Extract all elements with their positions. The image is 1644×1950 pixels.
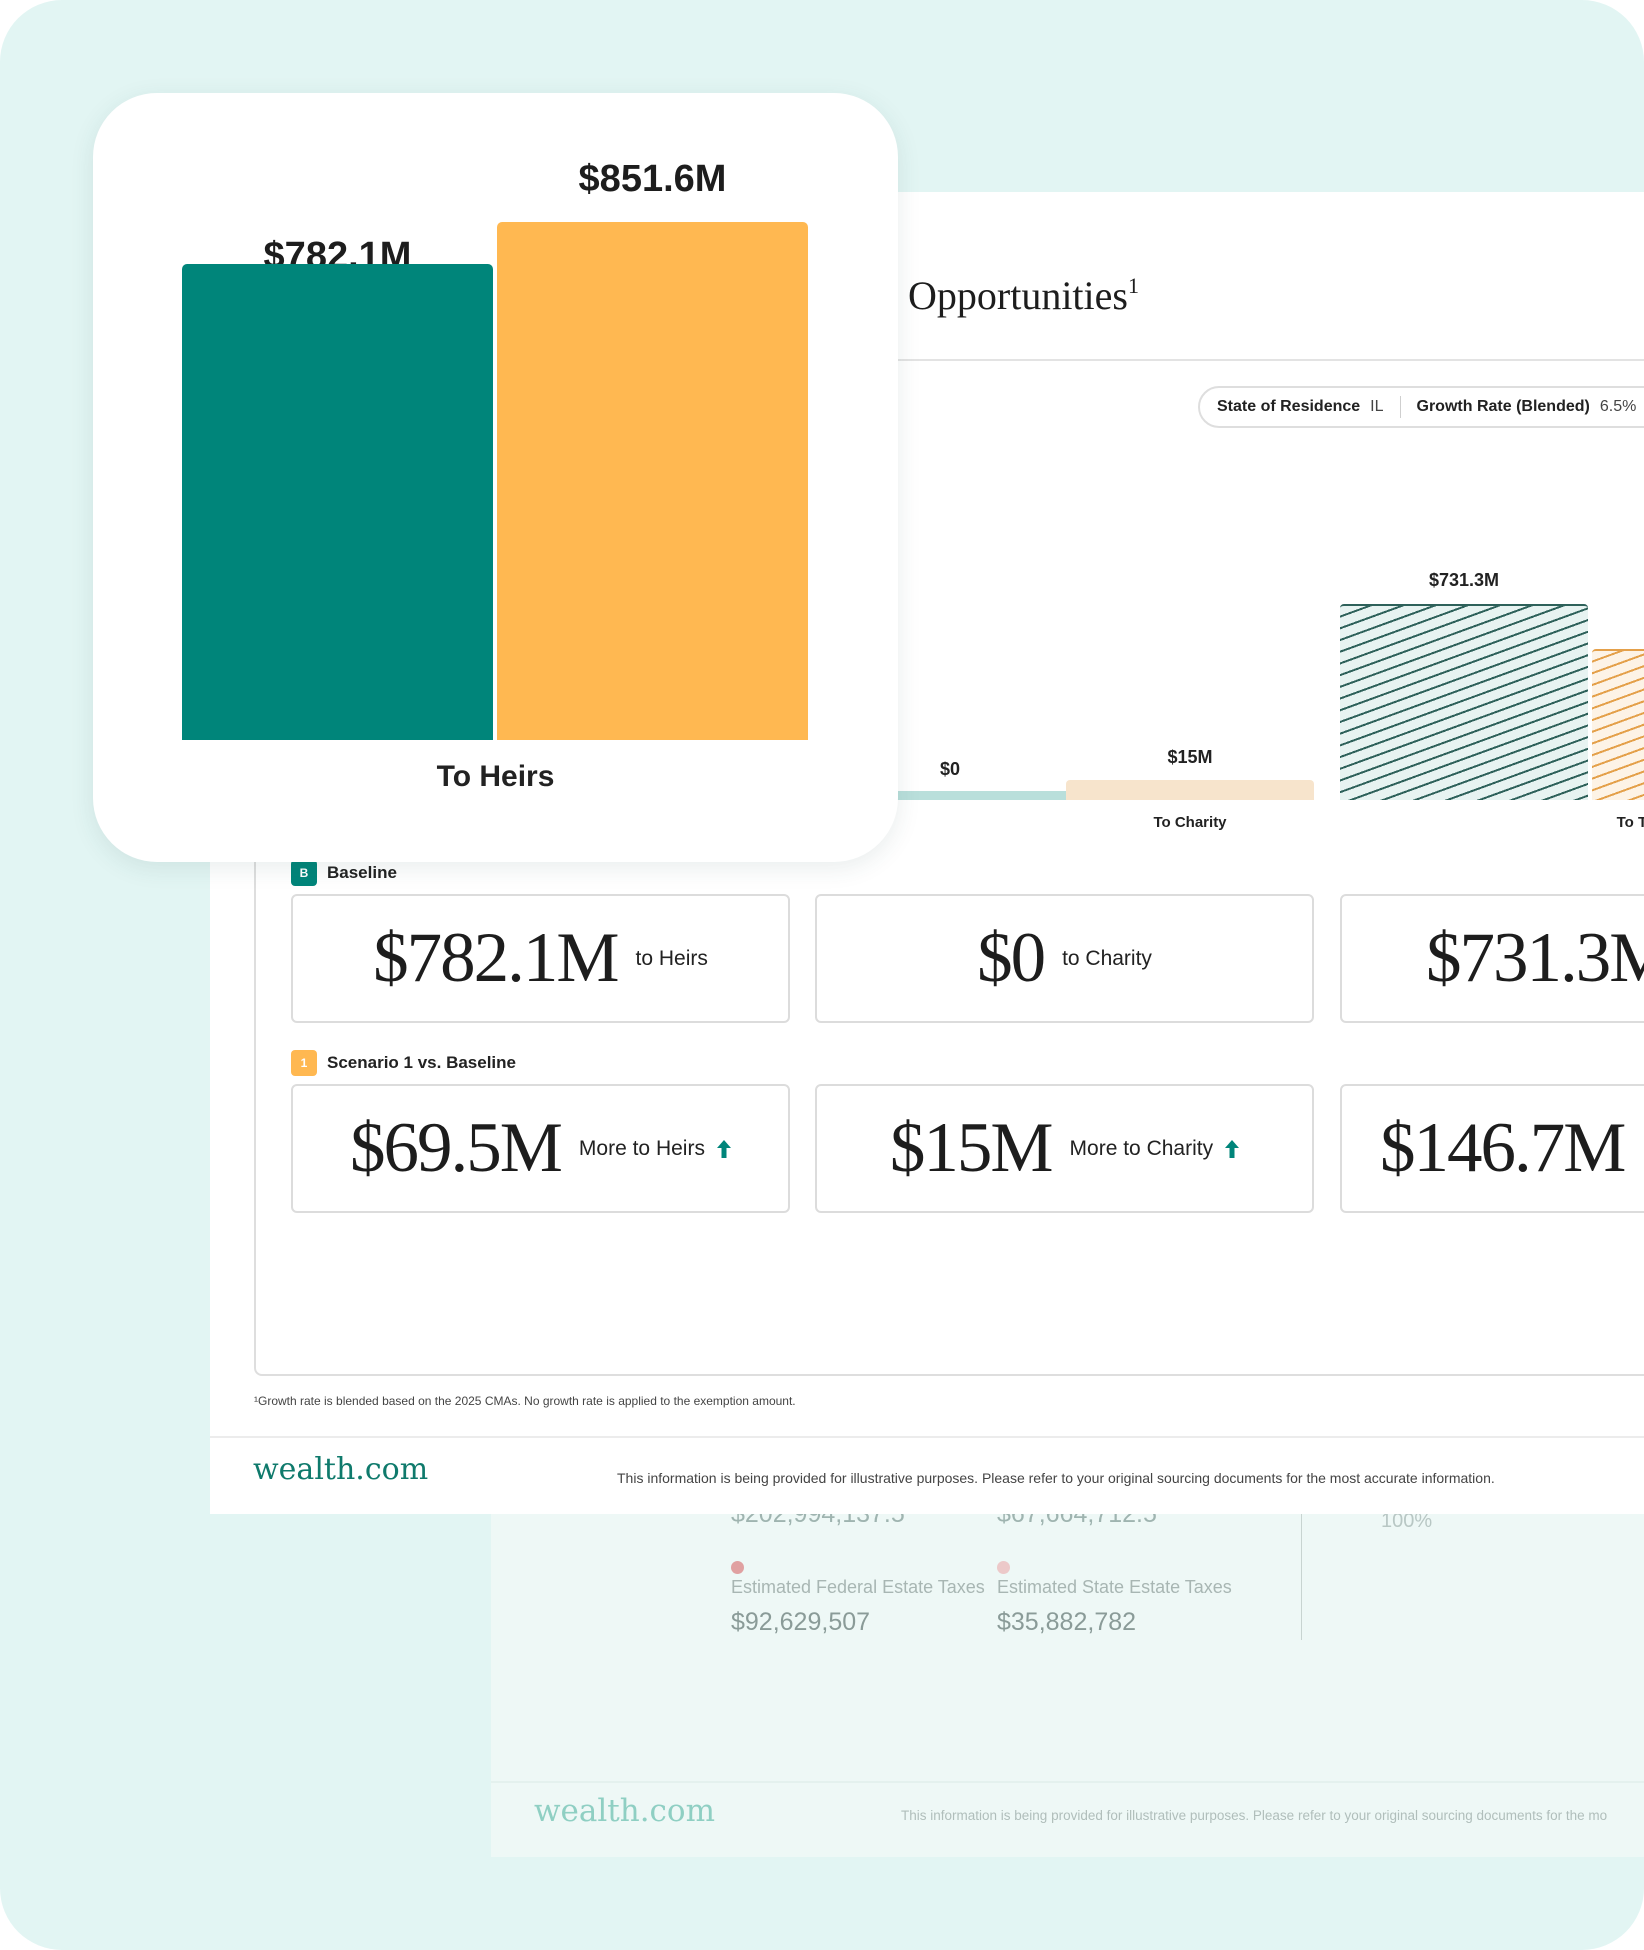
- federal-dot-icon: [731, 1561, 744, 1574]
- heirs-callout-card: $782.1M $851.6M To Heirs: [93, 93, 898, 862]
- state-tax-value: $35,882,782: [997, 1608, 1137, 1636]
- assumption-key: State of Residence: [1217, 398, 1361, 415]
- arrow-up-icon: [1225, 1139, 1240, 1158]
- assumptions-pill[interactable]: State of Residence IL Growth Rate (Blend…: [1198, 386, 1644, 428]
- baseline-charity-card: $0 to Charity: [815, 894, 1314, 1023]
- federal-tax-value: $92,629,507: [731, 1608, 871, 1636]
- scenario-taxes-card: $146.7M L: [1340, 1084, 1644, 1213]
- heirs-category-label: To Heirs: [436, 760, 555, 793]
- arrow-up-icon: [716, 1139, 731, 1158]
- baseline-badge: B: [291, 860, 317, 886]
- title-divider: [210, 359, 1644, 361]
- federal-tax-label: Estimated Federal Estate Taxes: [731, 1577, 985, 1597]
- back-footer-rule: [491, 1781, 1644, 1783]
- scenario-heirs-bar: [497, 222, 808, 740]
- stat-value: $146.7M: [1380, 1109, 1626, 1187]
- stat-value: $15M: [889, 1109, 1054, 1187]
- stat-caption: More to Heirs: [579, 1137, 731, 1161]
- state-dot-icon: [997, 1561, 1010, 1574]
- wealth-logo[interactable]: wealth.com: [253, 1452, 429, 1487]
- back-disclaimer: This information is being provided for i…: [901, 1808, 1608, 1823]
- bar-charity-scenario: [1066, 780, 1314, 800]
- state-tax-label: Estimated State Estate Taxes: [997, 1577, 1232, 1597]
- assumption-value: IL: [1370, 398, 1384, 415]
- stat-value: $782.1M: [373, 919, 619, 997]
- back-divider: [1301, 1490, 1302, 1640]
- baseline-heirs-card: $782.1M to Heirs: [291, 894, 790, 1023]
- baseline-taxes-card: $731.3M: [1340, 894, 1644, 1023]
- footnote: ¹Growth rate is blended based on the 202…: [254, 1394, 796, 1408]
- scenario-section-label: 1 Scenario 1 vs. Baseline: [291, 1050, 516, 1076]
- bar-value-label: $15M: [1167, 747, 1213, 767]
- back-report-page: $202,994,137.5 $67,664,712.5 100% Estima…: [491, 1490, 1644, 1857]
- category-label: To Taxes: [1616, 814, 1644, 831]
- bar-value-label: $0: [939, 759, 961, 779]
- category-label: To Charity: [1153, 814, 1227, 831]
- scenario-badge: 1: [291, 1050, 317, 1076]
- scenario-charity-card: $15M More to Charity: [815, 1084, 1314, 1213]
- chart-panel: [254, 360, 1644, 1376]
- bar-taxes-baseline: [1340, 604, 1588, 800]
- baseline-heirs-bar: [182, 264, 493, 740]
- stat-caption: to Heirs: [635, 946, 708, 970]
- back-logo: wealth.com: [534, 1793, 715, 1829]
- stat-value: $731.3M: [1426, 919, 1644, 997]
- assumption-key: Growth Rate (Blended): [1416, 398, 1590, 415]
- stat-caption: L: [1642, 1137, 1644, 1161]
- scenario-heirs-card: $69.5M More to Heirs: [291, 1084, 790, 1213]
- bar-value-label: $731.3M: [1428, 570, 1500, 590]
- footer-divider: [210, 1436, 1644, 1438]
- back-top-percent: 100%: [1381, 1510, 1433, 1532]
- baseline-section-label: B Baseline: [291, 860, 397, 886]
- pill-separator: [1399, 396, 1401, 418]
- stat-caption: to Charity: [1062, 946, 1152, 970]
- assumption-value: 6.5%: [1599, 398, 1637, 415]
- bar-taxes-scenario: [1592, 649, 1644, 800]
- stat-value: $0: [977, 919, 1046, 997]
- page-title: Opportunities1: [908, 273, 1139, 318]
- scenario-value-label: $851.6M: [578, 158, 727, 200]
- title-footnote-mark: 1: [1127, 273, 1139, 298]
- stat-caption: More to Charity: [1070, 1137, 1240, 1161]
- stat-value: $69.5M: [350, 1109, 563, 1187]
- disclaimer-text: This information is being provided for i…: [617, 1470, 1495, 1486]
